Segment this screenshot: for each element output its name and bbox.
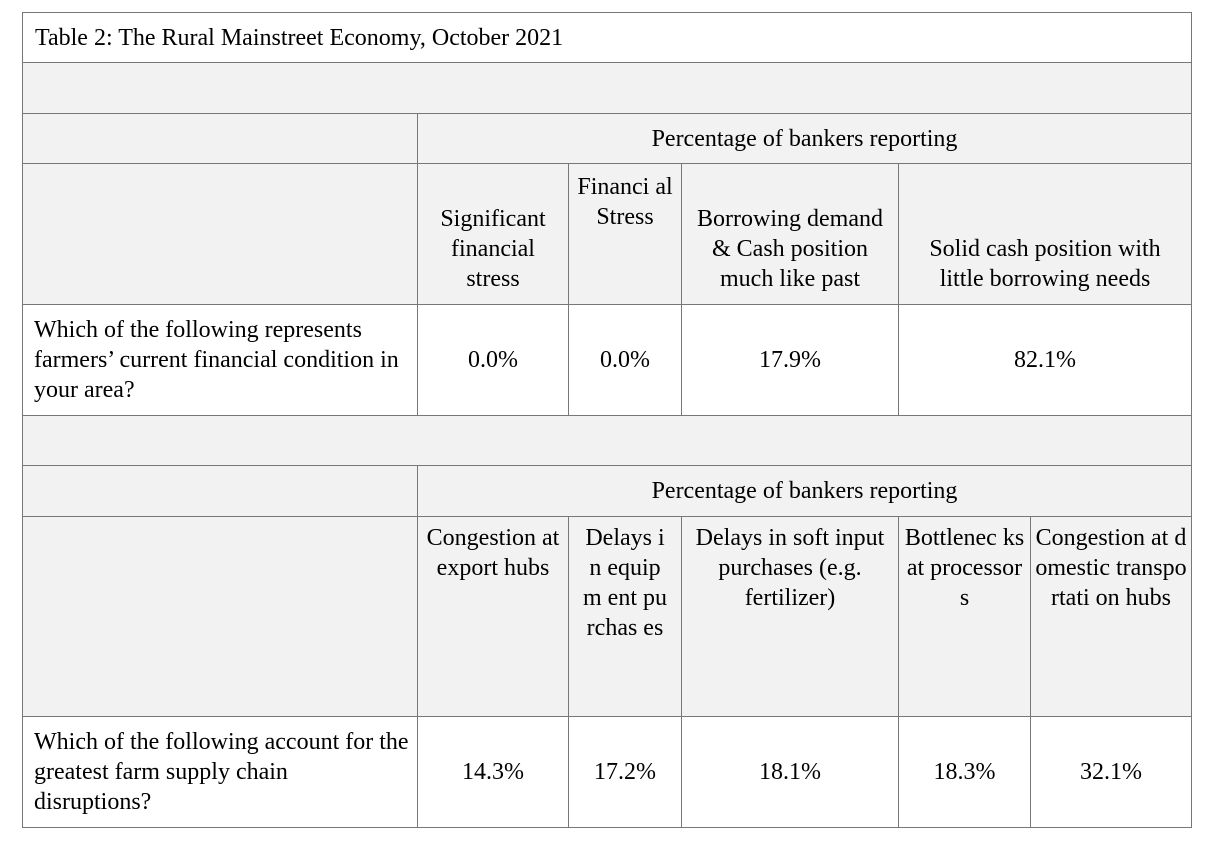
section2-value: 18.3% [898,716,1031,828]
section2-question: Which of the following account for the g… [22,716,418,828]
section1-column-header-row: Significant financial stress Financi al … [22,163,1192,305]
title-row: Table 2: The Rural Mainstreet Economy, O… [22,12,1192,63]
section1-value: 0.0% [568,304,682,416]
section2-col-header: Bottlenec ks at processor s [898,516,1031,717]
section2-group-header-row: Percentage of bankers reporting [22,465,1192,517]
section2-value: 14.3% [417,716,569,828]
section2-value: 17.2% [568,716,682,828]
section1-group-header: Percentage of bankers reporting [417,113,1192,164]
section1-col-header: Solid cash position with little borrowin… [898,163,1192,305]
section2-col-header: Delays in soft input purchases (e.g. fer… [681,516,899,717]
section1-value: 17.9% [681,304,899,416]
section1-col-header: Borrowing demand & Cash position much li… [681,163,899,305]
table-title: Table 2: The Rural Mainstreet Economy, O… [22,12,1192,63]
section2-value: 18.1% [681,716,899,828]
section2-data-row: Which of the following account for the g… [22,716,1192,828]
section1-value: 0.0% [417,304,569,416]
section2-col-header: Delays in equipm ent purchas es [568,516,682,717]
section1-question: Which of the following represents farmer… [22,304,418,416]
section1-col-header: Significant financial stress [417,163,569,305]
section2-value: 32.1% [1030,716,1192,828]
section1-blank-cell [22,113,418,164]
section1-value: 82.1% [898,304,1192,416]
section2-col-header: Congestion at export hubs [417,516,569,717]
section2-header-blank-cell [22,516,418,717]
spacer-cell [22,415,1192,466]
spacer-cell [22,62,1192,114]
spacer-row [22,415,1192,466]
section2-blank-cell [22,465,418,517]
section2-column-header-row: Congestion at export hubs Delays in equi… [22,516,1192,717]
section1-header-blank-cell [22,163,418,305]
section2-col-header: Congestion at domestic transportati on h… [1030,516,1192,717]
section1-data-row: Which of the following represents farmer… [22,304,1192,416]
spacer-row [22,62,1192,114]
section2-group-header: Percentage of bankers reporting [417,465,1192,517]
section1-col-header: Financi al Stress [568,163,682,305]
rural-mainstreet-table: Table 2: The Rural Mainstreet Economy, O… [22,12,1192,828]
section1-group-header-row: Percentage of bankers reporting [22,113,1192,164]
